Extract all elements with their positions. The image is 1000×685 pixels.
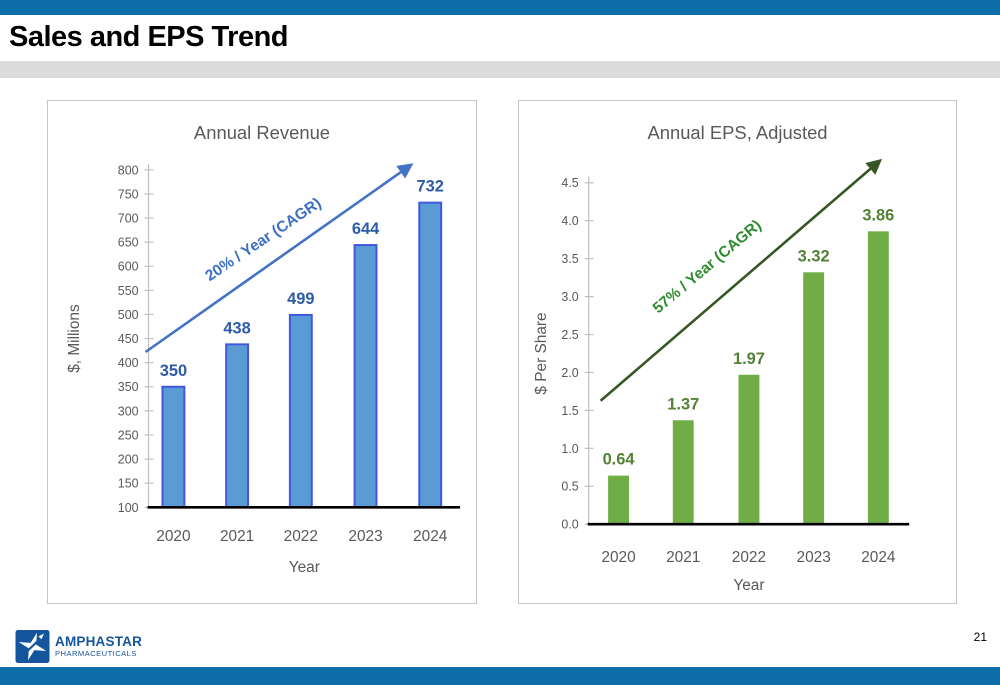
eps-chart-panel: Annual EPS, Adjusted 0.0 0.5 1.0 1.5 2.0 2.5 3.…	[518, 100, 957, 604]
y-tick-label: 400	[118, 356, 139, 370]
amphastar-star-icon	[15, 630, 50, 663]
chart-title: Annual EPS, Adjusted	[647, 122, 827, 143]
y-tick-label: 600	[118, 260, 139, 274]
eps-chart: Annual EPS, Adjusted 0.0 0.5 1.0 1.5 2.0 2.5 3.…	[533, 122, 910, 594]
x-axis-title: Year	[289, 559, 320, 576]
y-tick-label: 3.0	[561, 290, 578, 304]
bar-2024	[418, 201, 443, 509]
chart-title: Annual Revenue	[194, 122, 330, 143]
x-tick-label: 2020	[156, 528, 190, 545]
page-number: 21	[973, 630, 987, 644]
y-tick-label: 700	[118, 212, 139, 226]
x-tick-label: 2023	[797, 549, 831, 566]
y-tick-label: 300	[118, 404, 139, 418]
value-label-2024: 3.86	[862, 206, 894, 224]
x-tick-label: 2021	[220, 528, 254, 545]
x-tick-label: 2023	[348, 528, 382, 545]
y-axis-title: $ Per Share	[533, 312, 550, 394]
value-label-2020: 0.64	[603, 451, 636, 469]
x-tick-label: 2022	[284, 528, 318, 545]
value-label-2021: 438	[223, 319, 250, 337]
bar-2021	[672, 420, 694, 525]
y-tick-label: 450	[118, 332, 139, 346]
bottom-accent-bar	[0, 667, 1000, 685]
logo-company-subtitle: PHARMACEUTICALS	[55, 649, 137, 659]
value-label-2023: 644	[352, 220, 380, 238]
cagr-annotation: 57% / Year (CAGR)	[650, 217, 765, 317]
y-tick-label: 500	[118, 308, 139, 322]
slide-title: Sales and EPS Trend	[9, 21, 289, 53]
bar-2024	[867, 231, 889, 525]
y-tick-label: 100	[118, 501, 139, 515]
y-tick-label: 2.5	[561, 328, 578, 342]
logo-company-name: AMPHASTAR	[55, 633, 143, 649]
value-label-2021: 1.37	[667, 395, 699, 413]
logo-text: AMPHASTAR PHARMACEUTICALS	[55, 633, 143, 659]
bar-2023	[353, 244, 378, 509]
y-tick-label: 4.0	[561, 214, 578, 228]
amphastar-logo: AMPHASTAR PHARMACEUTICALS	[15, 629, 142, 664]
bar-2022	[738, 374, 760, 525]
y-tick-label: 0.5	[561, 480, 578, 494]
revenue-chart: Annual Revenue 100 150 200 250 300 350 400 450 50…	[66, 122, 461, 576]
y-axis-title: $, Millions	[66, 304, 83, 373]
y-tick-label: 4.5	[561, 176, 578, 190]
y-tick-label: 650	[118, 236, 139, 250]
bar-2020	[608, 475, 629, 525]
y-tick-label: 550	[118, 284, 139, 298]
y-tick-label: 1.0	[561, 442, 578, 456]
y-tick-label: 0.0	[561, 518, 578, 532]
y-tick-label: 200	[118, 453, 139, 467]
x-tick-label: 2024	[861, 549, 896, 566]
value-label-2022: 1.97	[733, 350, 765, 368]
revenue-chart-panel: Annual Revenue 100 150 200 250 300 350 400 450 50…	[47, 100, 477, 604]
y-tick-label: 1.5	[561, 404, 578, 418]
x-tick-label: 2022	[732, 549, 766, 566]
y-tick-label: 2.0	[561, 366, 578, 380]
y-tick-label: 3.5	[561, 252, 578, 266]
value-label-2020: 350	[160, 362, 187, 380]
value-label-2024: 732	[417, 178, 444, 196]
cagr-arrow	[599, 158, 883, 402]
y-tick-label: 750	[118, 187, 139, 201]
bar-2023	[803, 272, 825, 525]
y-tick-label: 250	[118, 428, 139, 442]
bar-2021	[225, 343, 250, 509]
cagr-arrow	[144, 163, 414, 354]
y-tick-label: 800	[118, 163, 139, 177]
top-accent-bar	[0, 0, 1000, 15]
x-tick-label: 2020	[601, 549, 635, 566]
bar-2022	[288, 313, 313, 509]
y-tick-label: 150	[118, 477, 139, 491]
value-label-2023: 3.32	[798, 247, 830, 265]
x-tick-label: 2021	[666, 549, 700, 566]
x-tick-label: 2024	[413, 528, 448, 545]
bar-2020	[161, 385, 186, 509]
y-tick-label: 350	[118, 380, 139, 394]
x-axis-title: Year	[733, 577, 764, 594]
value-label-2022: 499	[287, 290, 314, 308]
title-underline-band	[0, 61, 1000, 78]
